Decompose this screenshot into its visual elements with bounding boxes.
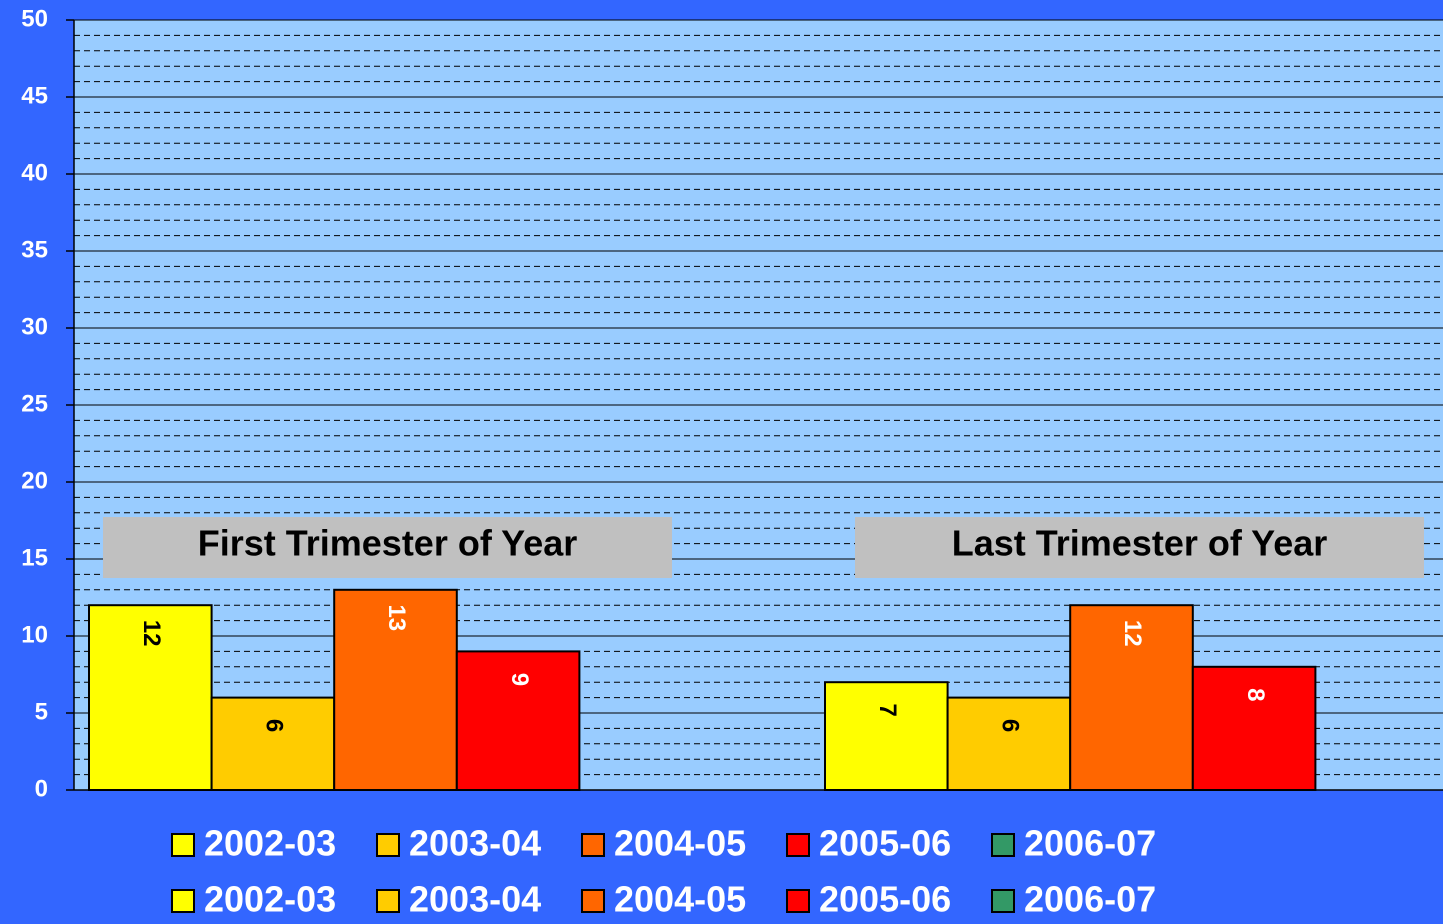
bar [946,696,1072,791]
y-tick-label: 25 [21,390,48,417]
data-label: 13 [383,604,410,631]
y-tick-label: 15 [21,544,48,571]
data-label: 6 [261,719,288,732]
bar [1191,665,1317,791]
legend-label: 2004-05 [614,823,746,864]
legend-label: 2005-06 [819,879,951,920]
y-tick-label: 0 [35,775,48,802]
bar [210,696,336,791]
bar [333,588,458,791]
legend-swatch [991,889,1015,913]
bar [1069,604,1194,792]
legend-swatch [171,889,195,913]
legend-swatch [786,889,810,913]
y-tick-label: 10 [21,621,48,648]
data-label: 8 [1242,688,1269,701]
legend-label: 2003-04 [409,879,541,920]
group-label-box [855,517,1424,578]
legend-swatch [786,833,810,857]
legend-label: 2002-03 [204,823,336,864]
legend-swatch [376,889,400,913]
y-tick-label: 50 [21,5,48,32]
y-tick-label: 20 [21,467,48,494]
data-label: 12 [1119,620,1146,647]
y-tick-label: 5 [35,698,48,725]
legend-label: 2006-07 [1024,823,1156,864]
data-label: 12 [138,620,165,647]
bar [455,650,581,792]
bar [824,681,949,792]
legend-swatch [581,833,605,857]
legend-label: 2004-05 [614,879,746,920]
group-label: Last Trimester of Year [952,523,1328,564]
legend-swatch [581,889,605,913]
legend-swatch [171,833,195,857]
legend-label: 2006-07 [1024,879,1156,920]
group-label: First Trimester of Year [198,523,578,564]
legend-label: 2003-04 [409,823,541,864]
group-label-box [103,517,672,578]
y-tick-label: 45 [21,82,48,109]
data-label: 6 [997,719,1024,732]
y-tick-label: 40 [21,159,48,186]
data-label: 7 [874,704,901,717]
legend-swatch [991,833,1015,857]
legend-label: 2002-03 [204,879,336,920]
y-tick-label: 30 [21,313,48,340]
legend-swatch [376,833,400,857]
legend-label: 2005-06 [819,823,951,864]
data-label: 9 [506,673,533,686]
y-tick-label: 35 [21,236,48,263]
